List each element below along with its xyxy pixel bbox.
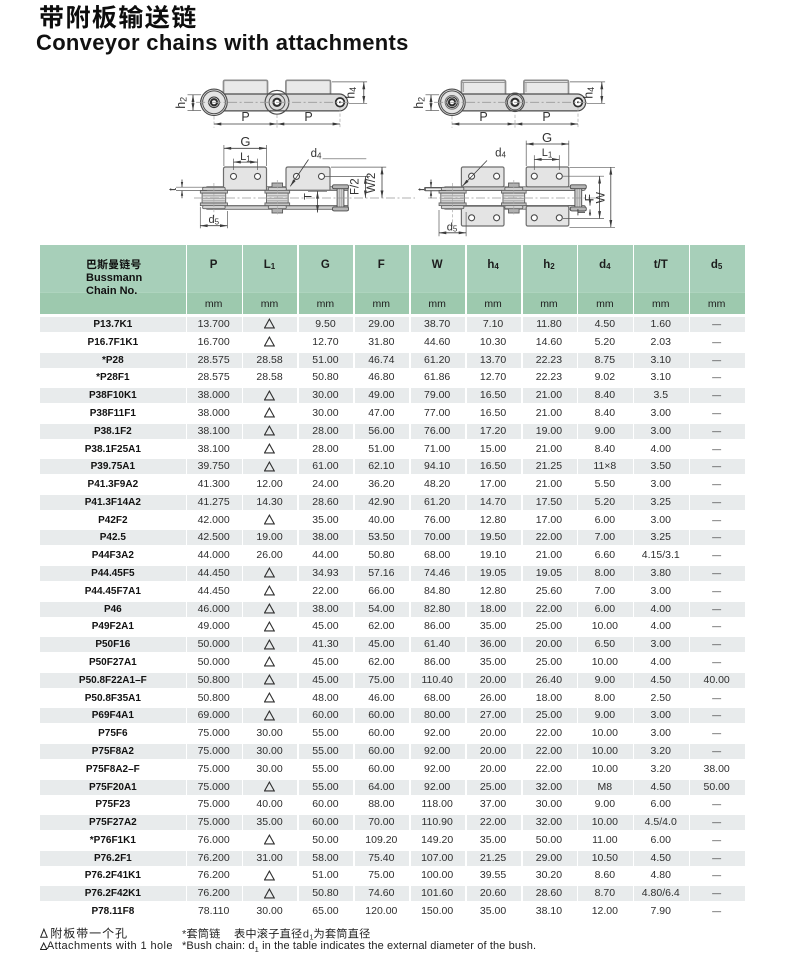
svg-text:L1: L1 <box>240 151 251 163</box>
svg-text:h4: h4 <box>344 87 359 99</box>
svg-text:P: P <box>241 110 249 124</box>
svg-text:1: 1 <box>309 932 313 941</box>
svg-text:t: t <box>167 188 179 191</box>
svg-text:d: d <box>303 928 309 940</box>
svg-text:P: P <box>542 110 550 124</box>
svg-text:d4: d4 <box>495 148 506 160</box>
svg-text:G: G <box>240 134 250 149</box>
svg-text:h2: h2 <box>412 97 427 109</box>
svg-text:d5: d5 <box>447 221 458 233</box>
svg-text:F: F <box>582 194 596 201</box>
svg-text:h2: h2 <box>174 97 189 109</box>
svg-text:d5: d5 <box>209 214 220 226</box>
svg-text:G: G <box>542 130 552 145</box>
svg-text:*: * <box>182 928 187 940</box>
svg-text:W/2: W/2 <box>366 173 378 193</box>
svg-text:d4: d4 <box>311 148 322 160</box>
svg-text:P: P <box>479 110 487 124</box>
svg-text:T: T <box>303 193 315 200</box>
svg-text:L1: L1 <box>542 147 553 159</box>
svg-text:h4: h4 <box>582 87 597 99</box>
svg-text:F/2: F/2 <box>350 178 362 195</box>
svg-text:T: T <box>576 209 588 216</box>
svg-text:t: t <box>416 188 428 191</box>
svg-text:P: P <box>304 110 312 124</box>
svg-text:W: W <box>594 191 608 203</box>
